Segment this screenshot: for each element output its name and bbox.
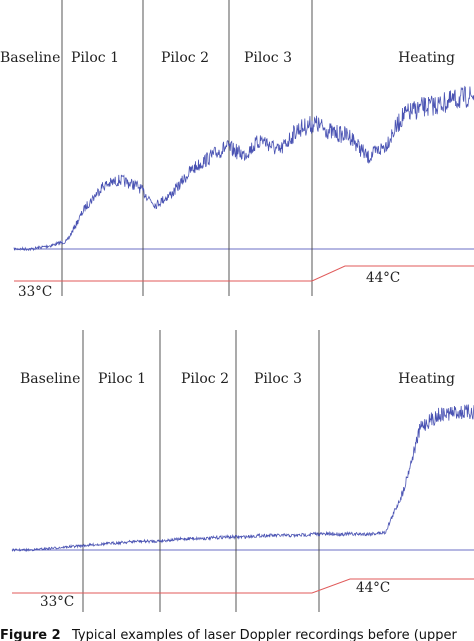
segment-label: Baseline xyxy=(20,371,80,387)
temperature-trace xyxy=(12,578,474,594)
segment-label: Piloc 3 xyxy=(244,50,292,66)
bottom-panel: Baseline Piloc 1 Piloc 2 Piloc 3 Heating 33°C… xyxy=(11,330,474,612)
temperature-label: 33°C xyxy=(40,594,74,610)
temperature-label: 44°C xyxy=(366,270,400,286)
caption: Figure 2 Typical examples of laser Doppl… xyxy=(0,628,458,641)
segment-label: Piloc 1 xyxy=(71,50,119,66)
segment-label: Baseline xyxy=(0,50,60,66)
caption-text: Typical examples of laser Doppler record… xyxy=(71,628,458,641)
temperature-label: 33°C xyxy=(18,284,52,300)
segment-label: Piloc 1 xyxy=(98,371,146,387)
flux-trace xyxy=(13,85,474,252)
temperature-trace xyxy=(14,265,474,282)
flux-trace xyxy=(11,404,474,553)
temperature-label: 44°C xyxy=(356,580,390,596)
segment-label: Heating xyxy=(398,371,455,387)
segment-label: Heating xyxy=(398,50,455,66)
top-panel: Baseline Piloc 1 Piloc 2 Piloc 3 Heating 33°C… xyxy=(0,0,474,300)
segment-label: Piloc 3 xyxy=(254,371,302,387)
caption-label: Figure 2 xyxy=(0,628,61,641)
segment-label: Piloc 2 xyxy=(181,371,229,387)
segment-label: Piloc 2 xyxy=(161,50,209,66)
